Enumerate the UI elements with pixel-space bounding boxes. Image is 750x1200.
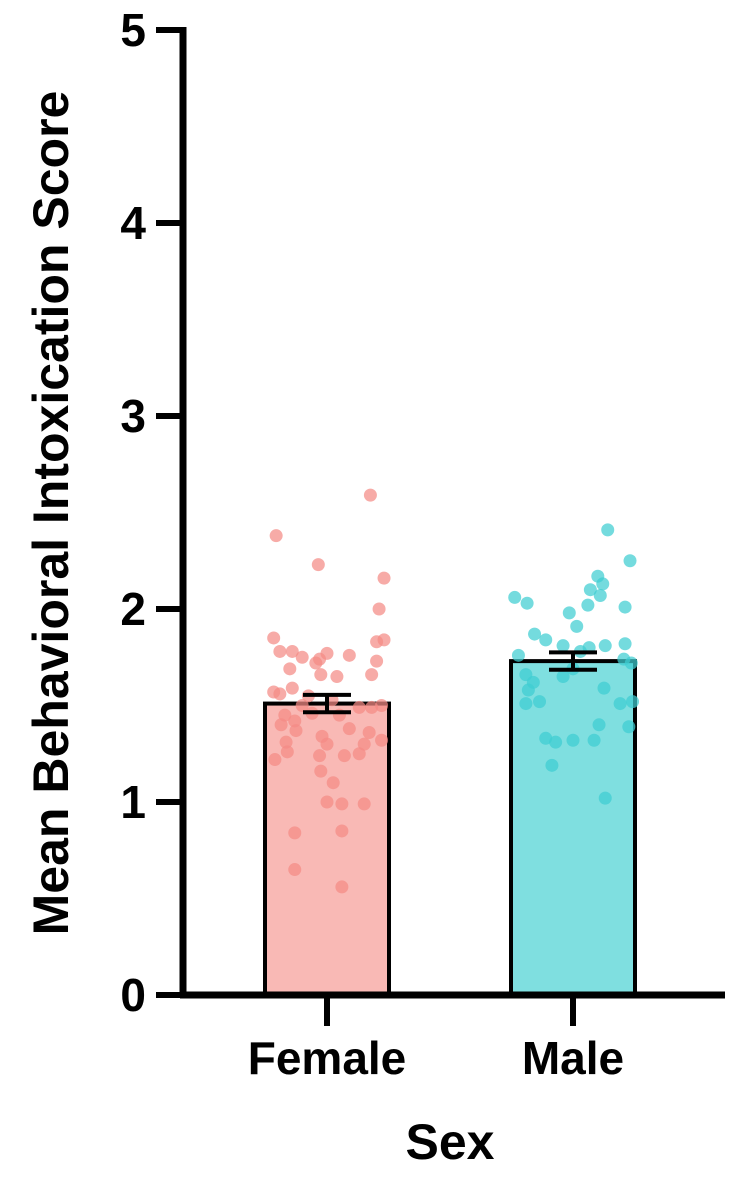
data-point <box>597 681 611 695</box>
data-point <box>313 749 327 763</box>
data-point <box>320 646 334 660</box>
error-bar-female <box>303 692 351 715</box>
data-point <box>295 699 309 712</box>
data-point <box>285 681 299 695</box>
x-tick-label-male: Male <box>522 1032 624 1084</box>
data-point <box>556 670 570 684</box>
data-point <box>283 662 297 676</box>
data-point <box>592 718 606 732</box>
data-point <box>562 606 576 620</box>
data-point <box>593 588 607 602</box>
data-point <box>295 650 309 664</box>
data-point <box>335 880 349 894</box>
data-point <box>267 631 281 645</box>
data-point <box>288 863 302 877</box>
data-point <box>326 776 340 790</box>
data-point <box>626 695 640 709</box>
data-point <box>508 590 522 604</box>
data-point <box>288 714 302 728</box>
data-point <box>549 735 563 749</box>
error-bar-male <box>549 650 597 672</box>
data-point <box>533 695 547 709</box>
data-point <box>279 735 293 749</box>
data-point <box>365 668 379 682</box>
data-point <box>280 745 294 759</box>
data-point <box>370 654 384 668</box>
data-point <box>274 718 288 732</box>
data-point <box>521 683 535 697</box>
data-point <box>269 529 283 543</box>
data-point <box>587 733 601 747</box>
data-point <box>352 747 366 761</box>
y-tick-label: 2 <box>120 583 146 635</box>
data-point <box>601 523 615 537</box>
data-point <box>372 602 386 616</box>
data-point <box>314 668 328 682</box>
data-point <box>342 722 356 736</box>
data-point <box>365 700 379 714</box>
data-point <box>352 700 366 714</box>
data-point <box>598 639 612 653</box>
data-point <box>623 554 637 568</box>
y-axis-title: Mean Behavioral Intoxication Score <box>23 91 79 936</box>
data-point <box>539 633 553 647</box>
data-point <box>613 697 627 711</box>
data-point <box>273 644 287 658</box>
data-point <box>618 600 632 614</box>
data-point <box>337 749 351 763</box>
data-point <box>624 656 638 670</box>
data-point <box>357 737 371 751</box>
y-tick-label: 3 <box>120 390 146 442</box>
y-tick-label: 1 <box>120 776 146 828</box>
y-tick-label: 5 <box>120 4 146 56</box>
data-point <box>335 824 349 838</box>
data-point <box>375 733 389 747</box>
data-point <box>320 795 334 809</box>
data-point <box>377 571 391 585</box>
y-tick-label: 0 <box>120 969 146 1021</box>
data-point <box>618 637 632 651</box>
data-point <box>330 670 344 684</box>
data-point <box>545 758 559 772</box>
data-point <box>566 733 580 747</box>
data-point <box>362 726 376 740</box>
data-point <box>285 644 299 658</box>
x-tick-label-female: Female <box>248 1032 407 1084</box>
data-point <box>288 826 302 840</box>
data-point <box>581 598 595 612</box>
data-point <box>511 648 525 662</box>
data-point <box>289 724 303 738</box>
data-point <box>519 697 533 711</box>
data-point <box>363 488 377 502</box>
data-point <box>370 635 384 649</box>
data-point <box>320 737 334 751</box>
y-tick-label: 4 <box>120 197 146 249</box>
data-point <box>583 583 597 597</box>
data-point <box>598 791 612 805</box>
data-point <box>311 558 325 572</box>
data-point <box>528 627 542 641</box>
data-point <box>268 753 282 767</box>
data-point <box>335 797 349 811</box>
data-point <box>520 596 534 610</box>
x-axis-title: Sex <box>406 1114 495 1170</box>
data-point <box>596 577 610 591</box>
data-point <box>342 648 356 662</box>
data-point <box>556 639 570 653</box>
points-female <box>267 488 391 894</box>
data-point <box>273 687 287 701</box>
data-point <box>357 797 371 811</box>
data-point <box>570 619 584 633</box>
data-point <box>375 699 389 712</box>
plot-area <box>263 488 640 997</box>
bar-male <box>509 659 637 997</box>
data-point <box>539 731 553 745</box>
data-point <box>622 720 636 734</box>
axes: Female Male 0 1 2 3 4 5 <box>120 4 725 1084</box>
data-point <box>314 764 328 778</box>
